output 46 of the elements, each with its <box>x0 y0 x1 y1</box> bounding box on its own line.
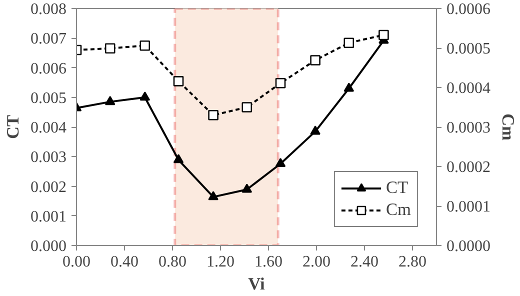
x-axis-title: Vi <box>248 274 266 294</box>
legend-label: Cm <box>386 200 411 220</box>
point <box>208 191 218 200</box>
y-tick-label: 0.001 <box>30 208 66 226</box>
x-tick-label: 2.40 <box>350 254 378 270</box>
point <box>208 110 218 120</box>
y2-tick-label: 0.0002 <box>446 159 490 176</box>
x-tick-label: 0.40 <box>110 254 138 270</box>
point <box>242 102 252 112</box>
y2-tick-label: 0.0004 <box>446 80 490 97</box>
y2-tick-label: 0.0000 <box>446 238 490 255</box>
y-tick-label: 0.002 <box>30 178 66 196</box>
point <box>104 96 116 106</box>
y-tick-label: 0.004 <box>30 120 66 136</box>
point <box>310 126 320 135</box>
point <box>275 78 286 88</box>
x-tick-label: 0.80 <box>158 254 186 270</box>
x-tick-label: 0.00 <box>62 254 90 270</box>
x-tick-label: 2.80 <box>398 254 426 270</box>
point <box>140 92 150 101</box>
y-tick-label: 0.008 <box>30 1 66 18</box>
y-tick-label: 0.000 <box>30 238 66 255</box>
y-tick-label: 0.005 <box>30 90 66 107</box>
x-tick-label: 2.00 <box>302 254 330 270</box>
point <box>378 30 389 40</box>
point <box>140 40 150 51</box>
y2-tick-label: 0.0003 <box>446 120 490 136</box>
point <box>173 154 184 164</box>
y2-tick-label: 0.0001 <box>446 198 490 216</box>
y-tick-label: 0.007 <box>30 30 66 48</box>
y-tick-label: 0.006 <box>30 60 66 78</box>
y-tick-label: 0.003 <box>30 149 66 166</box>
point <box>104 43 116 54</box>
x-tick-label: 1.20 <box>206 254 234 270</box>
y-axis-title: CT <box>4 114 22 140</box>
point <box>275 158 286 167</box>
y2-tick-label: 0.0006 <box>446 1 490 18</box>
point <box>242 184 252 193</box>
point <box>344 82 354 92</box>
point <box>310 55 320 66</box>
x-tick-label: 1.60 <box>254 254 282 270</box>
y2-tick-label: 0.0005 <box>446 40 490 58</box>
y2-axis-title: Cm <box>498 114 518 142</box>
point <box>344 38 354 48</box>
legend-label: CT <box>386 178 408 198</box>
point <box>173 76 184 86</box>
